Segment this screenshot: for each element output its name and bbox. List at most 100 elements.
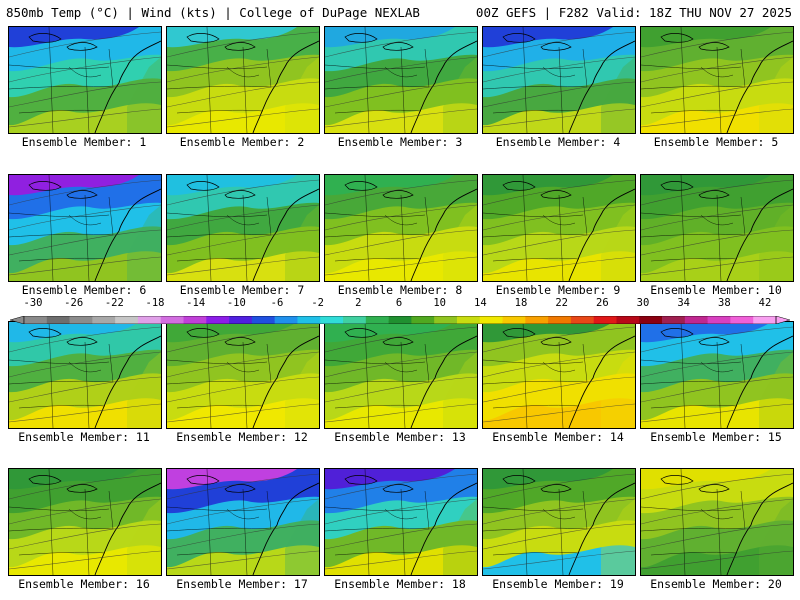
colorbar-segment (684, 316, 708, 324)
ensemble-member-map[interactable] (8, 321, 162, 429)
temperature-field-map (9, 27, 161, 133)
ensemble-member-label: Ensemble Member: 19 (492, 577, 624, 591)
ensemble-member-label: Ensemble Member: 10 (650, 283, 782, 297)
ensemble-member-map[interactable] (166, 26, 320, 134)
colorbar-segment (570, 316, 594, 324)
colorbar-segment (320, 316, 344, 324)
temperature-field-map (325, 175, 477, 281)
colorbar-tick-label: 2 (355, 297, 362, 309)
colorbar-tick-label: 38 (718, 297, 731, 309)
ensemble-member-label: Ensemble Member: 7 (179, 283, 305, 297)
ensemble-member-map[interactable] (166, 468, 320, 576)
temperature-field-map (483, 27, 635, 133)
colorbar-tick-label: 10 (433, 297, 446, 309)
colorbar-segment (297, 316, 321, 324)
colorbar-tick-label: 42 (758, 297, 772, 309)
temperature-field-map (325, 27, 477, 133)
colorbar-segment (92, 316, 116, 324)
colorbar-tick-label: 18 (514, 297, 528, 309)
ensemble-member-label: Ensemble Member: 4 (495, 135, 621, 149)
colorbar-tick-label: -10 (226, 297, 246, 309)
colorbar-segment (411, 316, 435, 324)
colorbar-segment (251, 316, 275, 324)
colorbar-tick-label: -22 (104, 297, 124, 309)
temperature-colorbar (9, 309, 791, 325)
colorbar-segment (707, 316, 731, 324)
ensemble-member-label: Ensemble Member: 3 (337, 135, 463, 149)
colorbar-segment (388, 316, 412, 324)
colorbar-segment (456, 316, 481, 324)
ensemble-member-label: Ensemble Member: 6 (21, 283, 147, 297)
ensemble-member-label: Ensemble Member: 16 (18, 577, 150, 591)
temperature-field-map (167, 27, 319, 133)
colorbar-segment (525, 316, 549, 324)
ensemble-member-map[interactable] (166, 321, 320, 429)
ensemble-member-map[interactable] (8, 26, 162, 134)
colorbar-tick-label: -30 (23, 297, 43, 309)
colorbar-tick-label: 34 (677, 297, 690, 309)
ensemble-member-map[interactable] (8, 468, 162, 576)
temperature-field-map (325, 322, 477, 428)
colorbar-tick-label: -14 (186, 297, 206, 309)
ensemble-member-label: Ensemble Member: 12 (176, 430, 308, 444)
colorbar-segment (548, 316, 572, 324)
ensemble-member-map[interactable] (482, 26, 636, 134)
colorbar-segment (753, 316, 777, 324)
temperature-field-map (641, 175, 793, 281)
colorbar-tick-label: -26 (64, 297, 84, 309)
colorbar-segment (434, 316, 458, 324)
colorbar-segment (343, 316, 367, 324)
colorbar-tick-label: 26 (596, 297, 609, 309)
ensemble-member-label: Ensemble Member: 17 (176, 577, 308, 591)
ensemble-member-map[interactable] (8, 174, 162, 282)
colorbar-segment (616, 316, 640, 324)
colorbar-segment (115, 316, 139, 324)
colorbar-tick-label: -6 (270, 297, 284, 309)
colorbar-segment (137, 316, 162, 324)
colorbar-segment (365, 316, 389, 324)
ensemble-member-label: Ensemble Member: 20 (650, 577, 782, 591)
ensemble-member-label: Ensemble Member: 9 (495, 283, 621, 297)
colorbar-max-arrow (775, 315, 791, 325)
temperature-field-map (9, 175, 161, 281)
ensemble-member-label: Ensemble Member: 11 (18, 430, 150, 444)
ensemble-member-map[interactable] (166, 174, 320, 282)
colorbar-tick-label: -18 (145, 297, 165, 309)
colorbar-segment (593, 316, 617, 324)
ensemble-member-label: Ensemble Member: 1 (21, 135, 147, 149)
colorbar-segment (730, 316, 754, 324)
temperature-field-map (641, 322, 793, 428)
colorbar-segment (24, 316, 48, 324)
ensemble-member-map[interactable] (324, 174, 478, 282)
ensemble-member-map[interactable] (482, 321, 636, 429)
temperature-field-map (9, 322, 161, 428)
colorbar-segment (69, 316, 93, 324)
ensemble-member-map[interactable] (324, 26, 478, 134)
temperature-field-map (483, 469, 635, 575)
temperature-field-map (483, 322, 635, 428)
ensemble-member-map[interactable] (640, 174, 794, 282)
colorbar-tick-label: 14 (474, 297, 487, 309)
colorbar-tick-label: 22 (555, 297, 568, 309)
ensemble-member-map[interactable] (324, 468, 478, 576)
colorbar-segment (46, 316, 70, 324)
ensemble-member-map[interactable] (482, 174, 636, 282)
ensemble-member-map[interactable] (640, 26, 794, 134)
colorbar-segment (206, 316, 230, 324)
ensemble-member-label: Ensemble Member: 13 (334, 430, 466, 444)
temperature-field-map (641, 469, 793, 575)
ensemble-member-map[interactable] (640, 321, 794, 429)
map-title: 850mb Temp (°C) | Wind (kts) | College o… (6, 5, 420, 20)
colorbar-segment (229, 316, 253, 324)
ensemble-member-label: Ensemble Member: 2 (179, 135, 305, 149)
ensemble-member-label: Ensemble Member: 8 (337, 283, 463, 297)
colorbar-tick-label: 6 (395, 297, 403, 309)
colorbar-segment (274, 316, 298, 324)
ensemble-member-map[interactable] (324, 321, 478, 429)
ensemble-member-map[interactable] (482, 468, 636, 576)
colorbar-segment (183, 316, 207, 324)
colorbar-tick-label: -2 (311, 297, 324, 309)
temperature-field-map (167, 322, 319, 428)
ensemble-member-map[interactable] (640, 468, 794, 576)
ensemble-member-label: Ensemble Member: 15 (650, 430, 782, 444)
